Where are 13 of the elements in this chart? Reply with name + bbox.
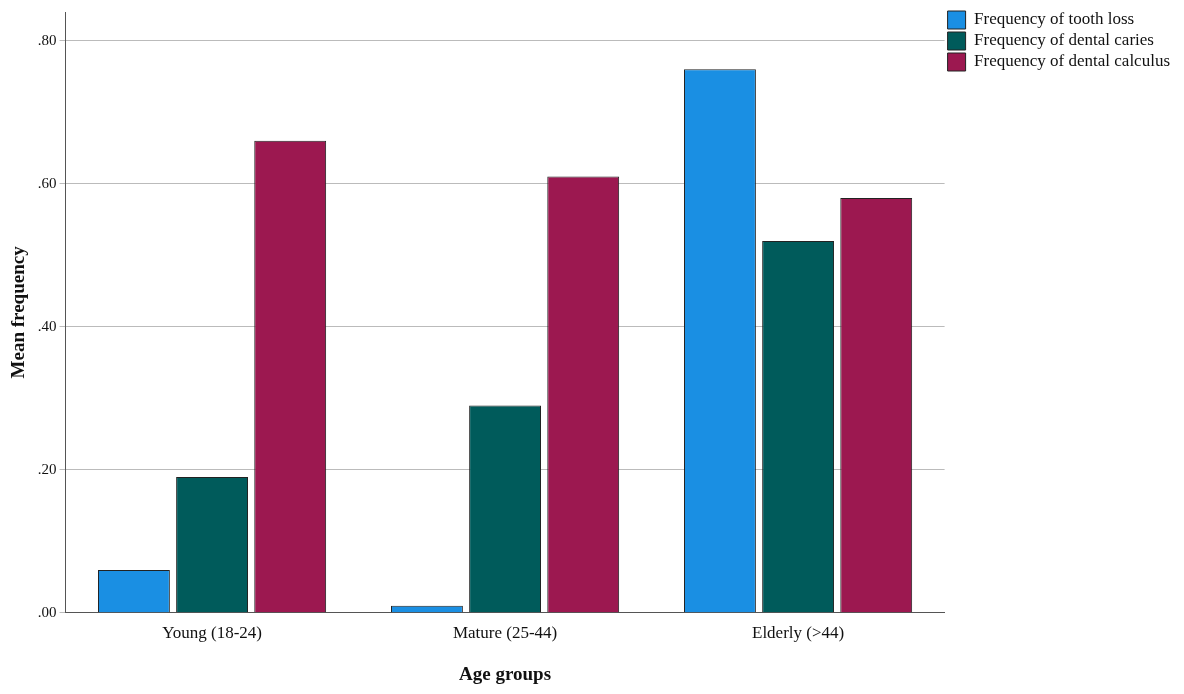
y-axis-title: Mean frequency	[7, 245, 29, 379]
x-tick-label: Mature (25-44)	[452, 623, 558, 643]
x-tick-label: Young (18-24)	[162, 623, 262, 643]
y-tick-label: .20	[37, 460, 57, 477]
y-tick-label: .60	[37, 174, 57, 191]
x-axis-title: Age groups	[459, 662, 552, 684]
y-tick-label: .80	[37, 31, 57, 48]
y-tick-label: .40	[37, 317, 57, 334]
legend-label: Frequency of tooth loss	[974, 9, 1135, 29]
x-tick-label: Elderly (>44)	[751, 623, 845, 643]
legend-label: Frequency of dental caries	[974, 30, 1154, 50]
y-tick-label: .00	[37, 603, 57, 620]
legend-label: Frequency of dental calculus	[974, 51, 1171, 71]
